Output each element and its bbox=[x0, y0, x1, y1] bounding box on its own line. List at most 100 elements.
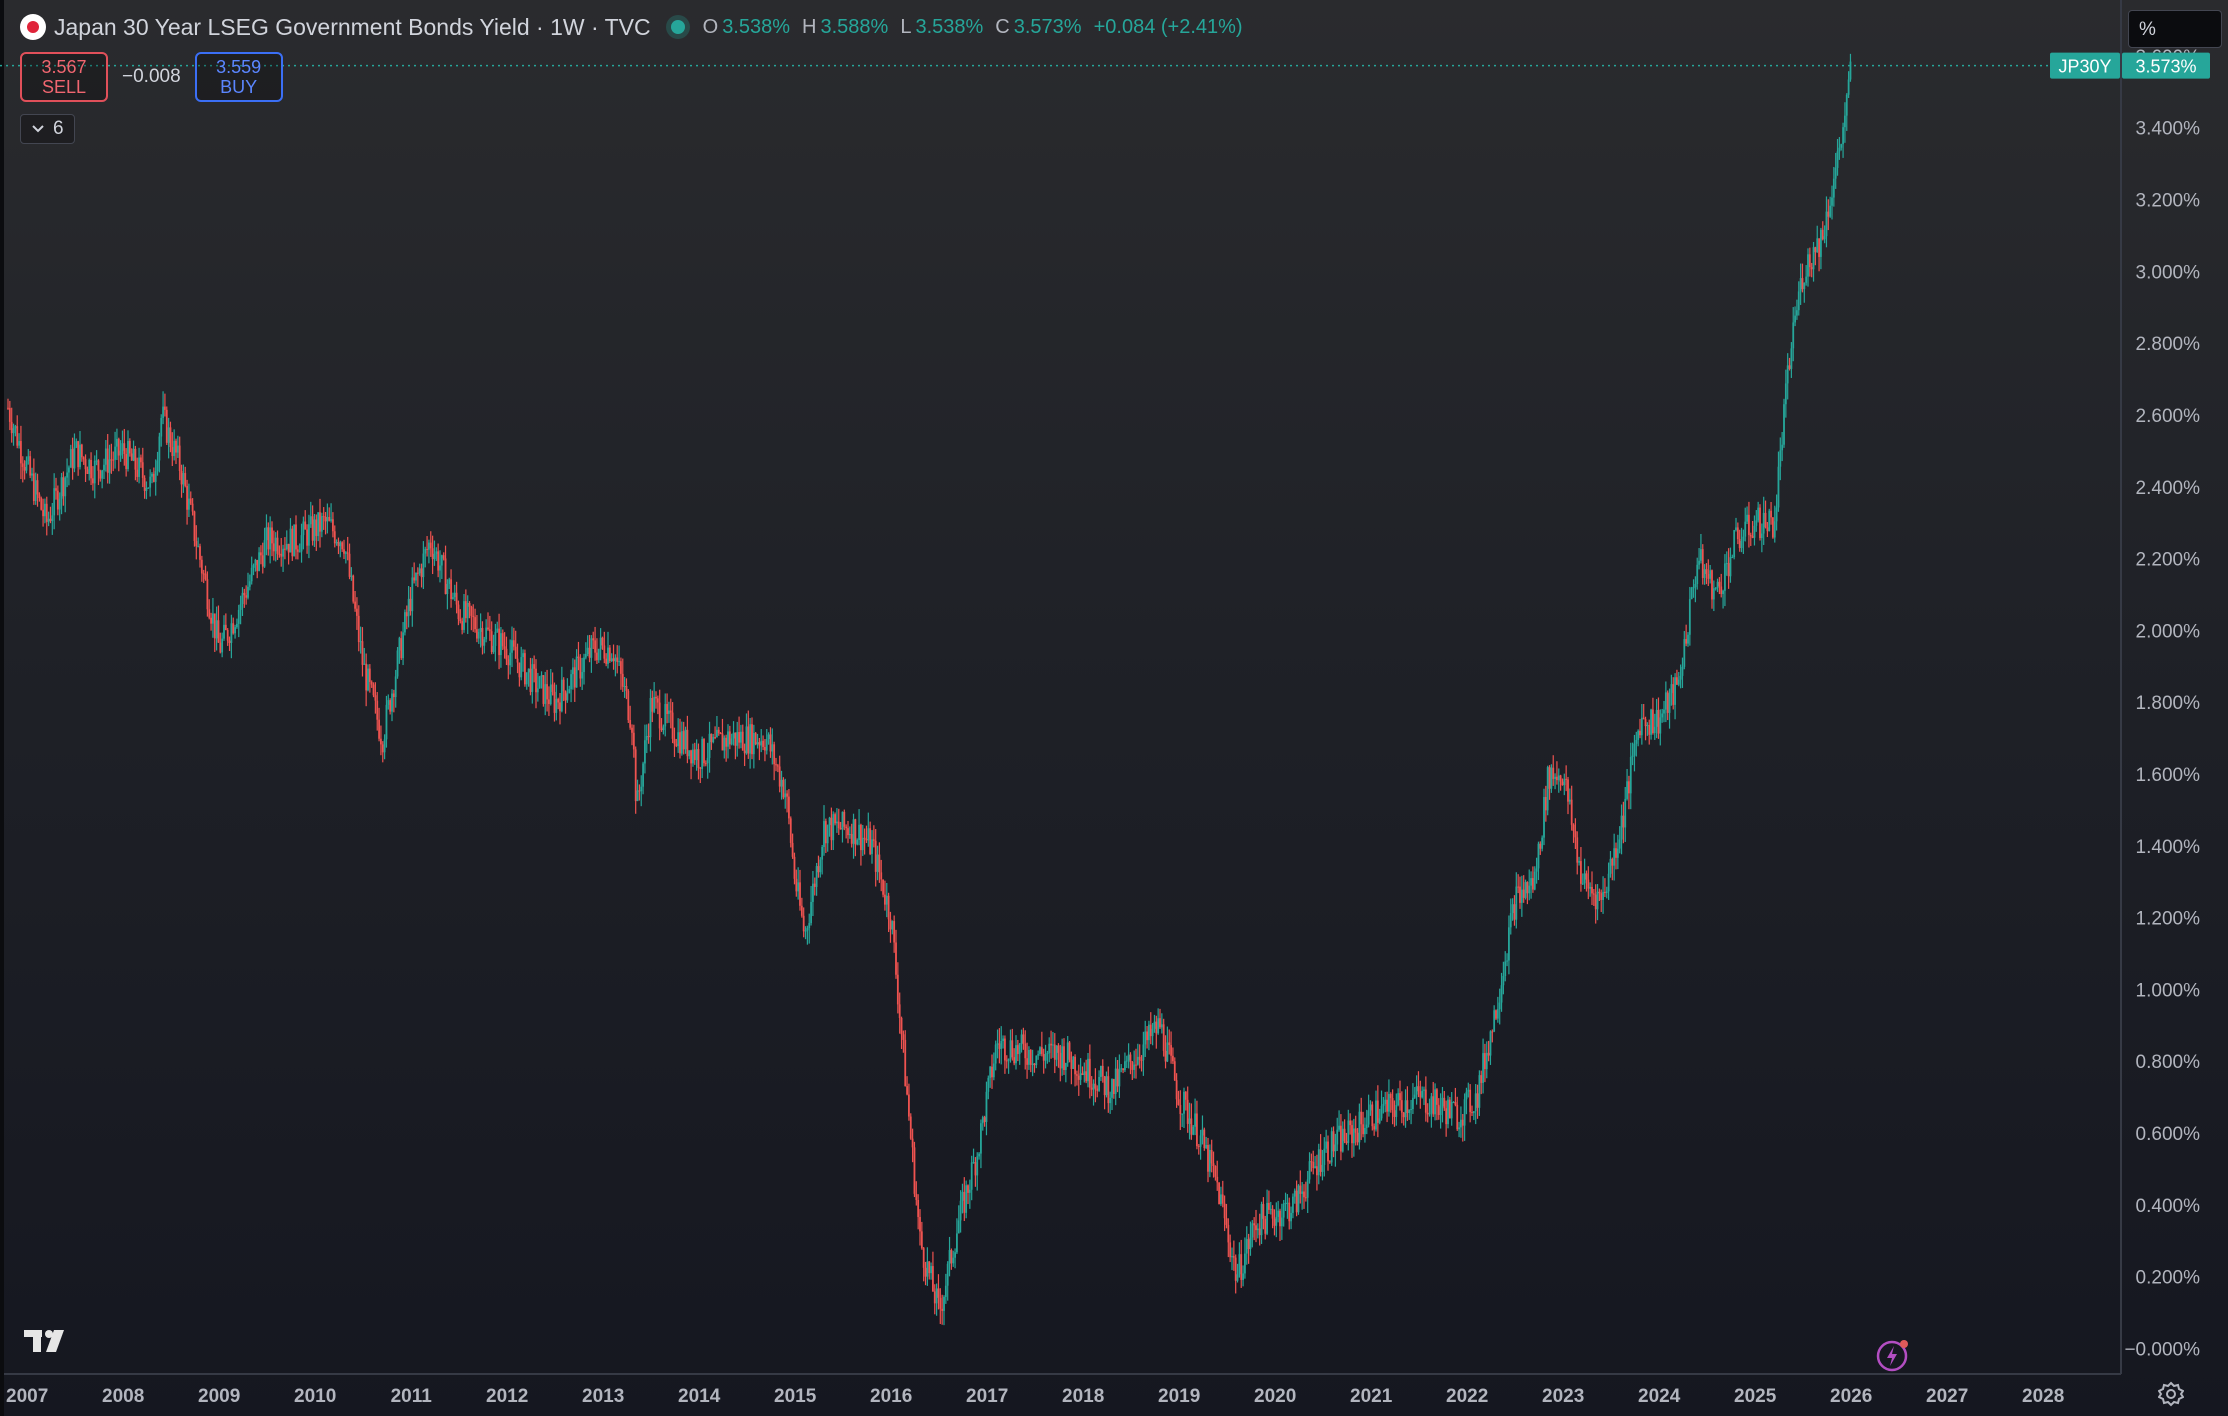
candle-body bbox=[1413, 1094, 1416, 1098]
price-axis[interactable]: −0.000% 0.200% 0.400% 0.600% 0.800% 1.000% 1.2… bbox=[2124, 47, 2200, 1361]
candle-body bbox=[448, 579, 451, 584]
candle-body bbox=[7, 407, 9, 409]
candle-body bbox=[287, 543, 290, 553]
candle-body bbox=[797, 882, 800, 892]
time-axis[interactable]: 2007 2008 2009 2010 2011 2012 2013 2014 2015 2016… bbox=[6, 1386, 2064, 1407]
candle-body bbox=[1563, 778, 1566, 786]
candle-body bbox=[1476, 1093, 1479, 1108]
candle-body bbox=[239, 604, 242, 610]
candle-body bbox=[1818, 238, 1820, 257]
candle-body bbox=[49, 518, 52, 522]
candle-body bbox=[1098, 1076, 1100, 1091]
candle-body bbox=[1622, 815, 1625, 828]
candle-body bbox=[1393, 1110, 1396, 1117]
candle-body bbox=[1722, 590, 1724, 595]
candle-body bbox=[361, 641, 364, 665]
candle-body bbox=[522, 653, 524, 658]
candle-body bbox=[226, 630, 229, 641]
candle-body bbox=[1751, 536, 1754, 538]
candle-body bbox=[234, 627, 236, 634]
candle-body bbox=[31, 473, 33, 476]
candle-body bbox=[1301, 1191, 1304, 1194]
candle-body bbox=[468, 602, 471, 607]
candle-body bbox=[330, 519, 332, 521]
candle-body bbox=[1090, 1087, 1093, 1090]
symbol-legend[interactable]: Japan 30 Year LSEG Government Bonds Yiel… bbox=[20, 12, 1243, 42]
candle-body bbox=[1149, 1024, 1152, 1037]
time-axis-label: 2026 bbox=[1830, 1386, 1872, 1407]
candle-body bbox=[740, 731, 742, 743]
candle-body bbox=[485, 627, 488, 640]
candle-body bbox=[1417, 1086, 1420, 1092]
candle-body bbox=[815, 866, 818, 887]
candle-body bbox=[381, 744, 384, 753]
candle-body bbox=[392, 693, 395, 698]
candle-body bbox=[496, 628, 499, 632]
candle-body bbox=[180, 471, 183, 485]
candle-body bbox=[1426, 1112, 1429, 1115]
candle-body bbox=[296, 549, 299, 552]
candle-body bbox=[1618, 839, 1621, 849]
candle-body bbox=[503, 646, 506, 649]
market-status-icon[interactable] bbox=[670, 20, 685, 34]
candle-body bbox=[1391, 1098, 1394, 1111]
candle-body bbox=[823, 821, 825, 847]
buy-button[interactable]: 3.559 BUY bbox=[194, 52, 283, 102]
candle-body bbox=[1201, 1129, 1204, 1136]
candle-body bbox=[1768, 510, 1771, 532]
candle-body bbox=[51, 515, 54, 522]
candle-body bbox=[1520, 889, 1523, 903]
candle-body bbox=[1585, 873, 1588, 880]
candle-body bbox=[1629, 756, 1632, 794]
candle-body bbox=[592, 638, 595, 641]
price-axis-label: 1.800% bbox=[2136, 693, 2201, 714]
candle-body bbox=[1796, 310, 1798, 316]
candle-body bbox=[1107, 1076, 1110, 1104]
candle-body bbox=[850, 834, 853, 844]
candle-body bbox=[199, 546, 201, 560]
candle-body bbox=[1253, 1223, 1256, 1226]
candle-body bbox=[1812, 247, 1815, 270]
tradingview-logo-icon[interactable] bbox=[24, 1328, 72, 1354]
time-axis-label: 2012 bbox=[486, 1386, 528, 1407]
candle-body bbox=[213, 613, 216, 639]
scale-mode-button[interactable]: % bbox=[2128, 10, 2222, 48]
sell-button[interactable]: 3.567 SELL bbox=[20, 52, 108, 102]
candle-body bbox=[1829, 205, 1832, 217]
candle-body bbox=[1310, 1161, 1313, 1163]
lightning-icon[interactable] bbox=[1876, 1337, 1912, 1373]
candle-body bbox=[1327, 1141, 1329, 1162]
candle-body bbox=[1399, 1093, 1401, 1101]
candle-body bbox=[1286, 1202, 1289, 1204]
indicators-toggle-button[interactable]: 6 bbox=[20, 114, 75, 144]
candle-body bbox=[380, 738, 382, 745]
candle-body bbox=[1052, 1044, 1054, 1046]
candle-body bbox=[415, 572, 417, 581]
candle-body bbox=[1336, 1129, 1339, 1145]
candle-body bbox=[306, 529, 308, 546]
candle-body bbox=[998, 1043, 1001, 1049]
candle-body bbox=[500, 633, 502, 656]
candle-body bbox=[69, 449, 72, 468]
candle-body bbox=[1092, 1083, 1095, 1090]
candle-body bbox=[230, 623, 233, 643]
time-axis-label: 2019 bbox=[1158, 1386, 1200, 1407]
settings-gear-icon[interactable] bbox=[2158, 1381, 2184, 1407]
candle-body bbox=[1264, 1218, 1267, 1234]
candle-body bbox=[1330, 1131, 1333, 1163]
open-label: O bbox=[702, 15, 719, 38]
candle-body bbox=[1637, 730, 1640, 740]
symbol-title[interactable]: Japan 30 Year LSEG Government Bonds Yiel… bbox=[54, 13, 651, 40]
candle-body bbox=[228, 640, 231, 643]
candle-body bbox=[1753, 525, 1756, 538]
candle-body bbox=[1709, 570, 1712, 579]
candle-body bbox=[1472, 1111, 1475, 1113]
candle-body bbox=[300, 535, 303, 552]
candle-body bbox=[939, 1297, 942, 1309]
candle-body bbox=[959, 1200, 962, 1221]
candle-body bbox=[1063, 1046, 1065, 1071]
candle-body bbox=[1203, 1129, 1206, 1149]
candle-body bbox=[378, 719, 380, 739]
